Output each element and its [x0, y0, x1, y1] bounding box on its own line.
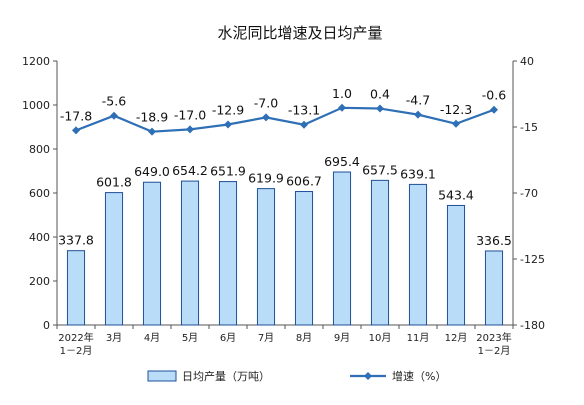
- bar: [484, 250, 504, 326]
- line-point: [300, 120, 308, 129]
- right-tick-label: -70: [520, 187, 538, 200]
- line-point: [186, 125, 194, 134]
- left-tick-label: 0: [43, 319, 50, 332]
- chart-title: 水泥同比增速及日均产量: [217, 24, 382, 42]
- bar-value-label: 649.0: [134, 164, 170, 179]
- line-value-label: -4.7: [406, 93, 430, 108]
- bar: [294, 191, 314, 326]
- legend-bar-swatch: [147, 370, 177, 382]
- line-point: [414, 110, 422, 119]
- bar-value-label: 657.5: [362, 162, 398, 177]
- bar-value-label: 619.9: [248, 171, 284, 186]
- bar: [66, 250, 86, 326]
- bar: [408, 183, 428, 326]
- x-tick-label: 5月: [182, 332, 198, 344]
- line-value-label: 1.0: [332, 86, 352, 101]
- bar-value-label: 695.4: [324, 154, 360, 169]
- bar: [180, 180, 200, 326]
- line-value-label: -12.3: [440, 102, 472, 117]
- x-tick-label: 11月: [407, 332, 430, 344]
- left-tick-label: 800: [29, 143, 50, 156]
- x-tick-label: 2022年 1－2月: [58, 331, 93, 357]
- legend-line-marker: [364, 372, 372, 380]
- bar-value-label: 337.8: [58, 233, 94, 248]
- line-value-label: 0.4: [370, 87, 390, 102]
- legend-line-label: 增速（%）: [392, 369, 446, 383]
- left-tick-label: 200: [29, 275, 50, 288]
- line-path: [75, 106, 495, 133]
- x-tick-label: 6月: [220, 332, 236, 344]
- legend-bar-label: 日均产量（万吨）: [182, 369, 270, 383]
- right-tick-label: -125: [520, 253, 545, 266]
- x-tick-label: 3月: [106, 332, 122, 344]
- line-point: [224, 120, 232, 129]
- line-point: [452, 119, 460, 128]
- line-value-label: -17.0: [174, 107, 206, 122]
- bar-value-label: 654.2: [172, 163, 208, 178]
- legend: 日均产量（万吨） 增速（%）: [147, 369, 446, 383]
- line-point: [262, 113, 270, 122]
- bar: [142, 181, 162, 326]
- line-value-label: -12.9: [212, 102, 244, 117]
- right-tick-label: -180: [520, 319, 545, 332]
- x-tick-label: 8月: [296, 332, 312, 344]
- bar: [446, 204, 466, 326]
- line-value-label: -17.8: [60, 108, 92, 123]
- bar-value-label: 606.7: [286, 174, 322, 189]
- bar-value-label: 639.1: [400, 166, 436, 181]
- x-tick-label: 9月: [334, 332, 350, 344]
- bar: [256, 188, 276, 326]
- line-point: [490, 105, 498, 114]
- line-value-label: -5.6: [102, 94, 126, 109]
- line-point: [72, 126, 80, 135]
- x-tick-label: 10月: [369, 332, 392, 344]
- x-tick-label: 12月: [445, 332, 468, 344]
- left-tick-label: 600: [29, 187, 50, 200]
- right-tick-label: -15: [520, 121, 538, 134]
- left-tick-label: 1200: [22, 55, 50, 68]
- line-value-label: -0.6: [482, 88, 506, 103]
- x-tick-label: 7月: [258, 332, 274, 344]
- line-value-label: -13.1: [288, 103, 320, 118]
- bar-value-label: 336.5: [476, 233, 512, 248]
- axes: 0 200 400 600 800 1000 1200 -180 -125 -70 -15 40 202…: [22, 55, 545, 357]
- line-value-label: -7.0: [254, 95, 278, 110]
- line-point: [338, 103, 346, 112]
- line-series: -17.8 -5.6 -18.9 -17.0 -12.9 -7.0 -13.1 1.0 0.4 -…: [60, 86, 506, 136]
- line-point: [148, 127, 156, 136]
- right-tick-label: 40: [520, 55, 534, 68]
- bar: [370, 179, 390, 326]
- bar: [218, 181, 238, 326]
- line-point: [110, 111, 118, 120]
- bar-value-label: 601.8: [96, 175, 132, 190]
- bar-value-label: 651.9: [210, 164, 246, 179]
- line-point: [376, 104, 384, 113]
- line-value-label: -18.9: [136, 110, 168, 125]
- left-tick-label: 1000: [22, 99, 50, 112]
- bar: [332, 171, 352, 326]
- bar: [104, 192, 124, 326]
- left-tick-label: 400: [29, 231, 50, 244]
- x-tick-label: 4月: [144, 332, 160, 344]
- x-tick-label: 2023年 1－2月: [476, 331, 511, 357]
- bar-value-label: 543.4: [438, 187, 474, 202]
